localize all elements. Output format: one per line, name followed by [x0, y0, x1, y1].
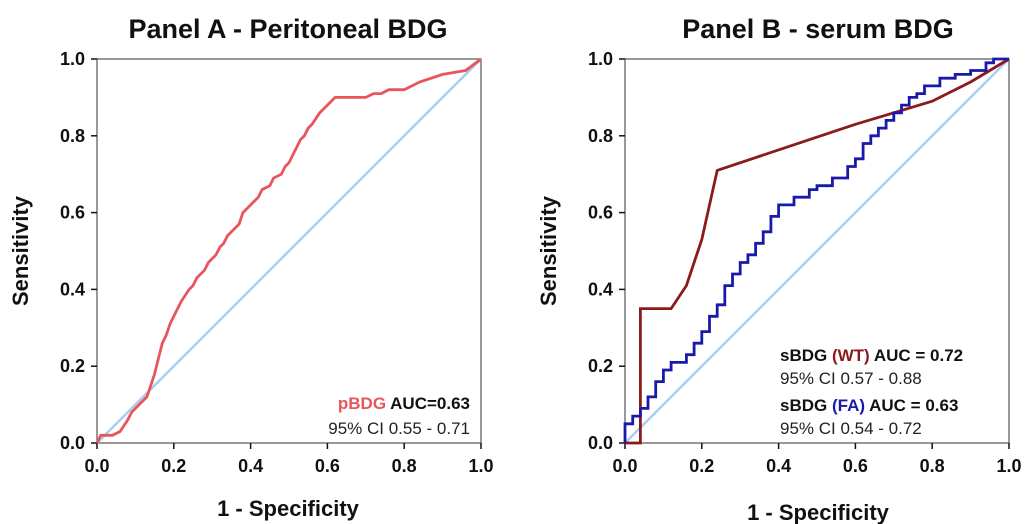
panel-b-fa-series-label: (FA)	[832, 396, 865, 415]
panel-a-annotation: pBDG AUC=0.63 95% CI 0.55 - 0.71	[328, 394, 470, 438]
panel-a-roc-curve-pbdg	[95, 57, 482, 444]
panel-b-x-tick-label: 0.4	[766, 456, 791, 476]
panel-b-plot-area: 0.0 0.2 0.4 0.6 0.8 1.0 0.0 0.2 0.4 0.6 0.8 1.0	[588, 49, 1022, 476]
panel-b-x-tick-label: 0.0	[612, 456, 637, 476]
panel-b-x-tick-label: 1.0	[996, 456, 1021, 476]
panel-a-x-tick-label: 1.0	[468, 456, 493, 476]
panel-a-y-tick-label: 0.2	[60, 356, 85, 376]
panel-b-annotations: sBDG (WT) AUC = 0.72 95% CI 0.57 - 0.88 …	[780, 346, 963, 438]
svg-text:sBDG (WT) AUC = 0.72: sBDG (WT) AUC = 0.72	[780, 346, 963, 365]
panel-b-fa-ci-text: 95% CI 0.54 - 0.72	[780, 419, 922, 438]
panel-b-x-tick-label: 0.6	[843, 456, 868, 476]
svg-text:sBDG (FA) AUC = 0.63: sBDG (FA) AUC = 0.63	[780, 396, 958, 415]
panel-a-reference-line	[96, 58, 482, 444]
panel-a-x-tick-label: 0.8	[392, 456, 417, 476]
panel-b-y-tick-label: 0.0	[588, 433, 613, 453]
panel-b-wt-ci-text: 95% CI 0.57 - 0.88	[780, 369, 922, 388]
panel-b-x-tick-label: 0.2	[689, 456, 714, 476]
panel-a-y-tick-label: 0.0	[60, 433, 85, 453]
panel-a-x-tick-label: 0.6	[315, 456, 340, 476]
panel-a-x-tick-label: 0.2	[161, 456, 186, 476]
panel-b-x-tick-label: 0.8	[920, 456, 945, 476]
panel-b-y-tick-label: 0.8	[588, 126, 613, 146]
panel-b-wt-series-label: (WT)	[832, 346, 870, 365]
panel-b-y-axis-label: Sensitivity	[536, 195, 561, 306]
panel-b-wt-prefix: sBDG	[780, 346, 832, 365]
panel-b-chart: Panel B - serum BDG 1 - Specificity Sens…	[536, 14, 1022, 524]
panel-b-fa-prefix: sBDG	[780, 396, 832, 415]
panel-a-y-tick-label: 0.4	[60, 279, 85, 299]
panel-b-y-tick-label: 1.0	[588, 49, 613, 69]
panel-a-y-tick-label: 0.8	[60, 126, 85, 146]
panel-a-plot-frame	[96, 58, 482, 444]
panel-b-roc-curve-wt	[625, 57, 1010, 445]
panel-b-y-tick-label: 0.4	[588, 279, 613, 299]
panel-b-y-tick-label: 0.6	[588, 203, 613, 223]
panel-b-x-axis-label: 1 - Specificity	[747, 500, 890, 524]
panel-b-reference-line	[624, 58, 1010, 444]
panel-b-roc-curve-fa	[623, 57, 1009, 443]
svg-text:pBDG AUC=0.63: pBDG AUC=0.63	[338, 394, 470, 413]
panel-a-x-tick-label: 0.4	[238, 456, 263, 476]
panel-a-plot-area: 0.0 0.2 0.4 0.6 0.8 1.0 0.0 0.2 0.4 0.6 0.8 1.0	[60, 49, 494, 476]
panel-a-y-tick-label: 1.0	[60, 49, 85, 69]
panel-a-y-axis-label: Sensitivity	[8, 195, 33, 306]
panel-b-fa-auc-text: AUC = 0.63	[865, 396, 958, 415]
panel-b-wt-auc-text: AUC = 0.72	[870, 346, 963, 365]
panel-a-x-axis-label: 1 - Specificity	[217, 496, 360, 521]
panel-a-title: Panel A - Peritoneal BDG	[128, 14, 447, 44]
panel-a-series-label: pBDG	[338, 394, 386, 413]
panel-b-title: Panel B - serum BDG	[682, 14, 954, 44]
panel-a-chart: Panel A - Peritoneal BDG 1 - Specificity…	[8, 14, 494, 521]
panel-a-auc-text: AUC=0.63	[386, 394, 470, 413]
panel-a-ci-text: 95% CI 0.55 - 0.71	[328, 419, 470, 438]
panel-a-y-tick-label: 0.6	[60, 203, 85, 223]
panel-b-y-tick-label: 0.2	[588, 356, 613, 376]
panel-a-x-tick-label: 0.0	[84, 456, 109, 476]
panel-b-plot-frame	[624, 58, 1010, 444]
